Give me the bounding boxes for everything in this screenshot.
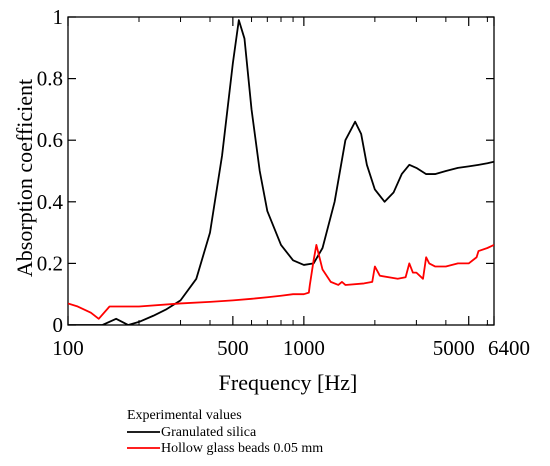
x-axis-label: Frequency [Hz] — [219, 370, 358, 395]
y-tick-label: 0.2 — [37, 251, 63, 275]
x-tick-label: 6400 — [488, 336, 530, 360]
plot-frame — [67, 16, 495, 326]
legend-label-1: Granulated silica — [161, 425, 257, 440]
y-tick-label: 0.4 — [37, 190, 64, 214]
x-tick-label: 500 — [217, 336, 249, 360]
y-tick-label: 0.6 — [37, 128, 63, 152]
legend-title: Experimental values — [127, 408, 242, 423]
y-tick-label: 0.8 — [37, 67, 63, 91]
axes: 0 0.2 0.4 0.6 0.8 1 100 500 1000 5000 6400 — [37, 5, 530, 360]
x-tick-label: 100 — [52, 336, 84, 360]
legend: Experimental values Granulated silicaHol… — [127, 408, 323, 456]
series-line-2 — [68, 244, 494, 320]
legend-label-2: Hollow glass beads 0.05 mm — [161, 441, 323, 456]
y-tick-label: 1 — [53, 5, 64, 29]
y-axis-label: Absorption coefficient — [12, 79, 37, 277]
x-tick-label: 5000 — [433, 336, 475, 360]
y-tick-label: 0 — [53, 313, 64, 337]
plot-area — [68, 19, 494, 325]
x-tick-label: 1000 — [283, 336, 325, 360]
series-line-1 — [68, 19, 494, 325]
